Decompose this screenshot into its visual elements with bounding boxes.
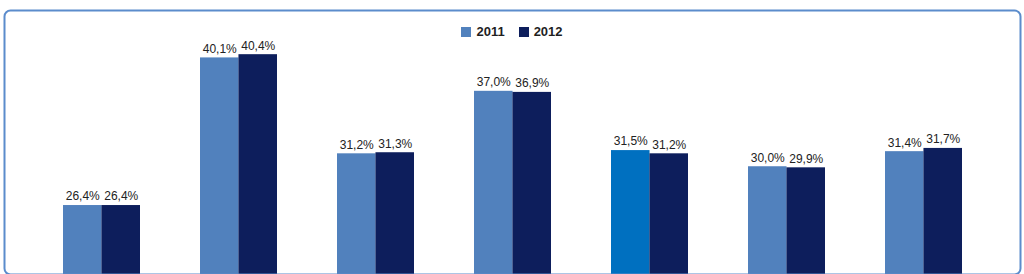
svg-text:31,2%: 31,2%	[652, 138, 686, 152]
svg-text:40,4%: 40,4%	[241, 39, 275, 53]
svg-text:31,4%: 31,4%	[888, 135, 922, 149]
svg-text:31,3%: 31,3%	[378, 137, 412, 151]
svg-text:31,5%: 31,5%	[614, 134, 648, 148]
svg-text:40,1%: 40,1%	[203, 42, 237, 56]
svg-text:26,4%: 26,4%	[104, 189, 138, 203]
svg-text:30,0%: 30,0%	[751, 151, 785, 165]
html-text:2012: 2012	[533, 24, 563, 39]
svg-text:37,0%: 37,0%	[477, 75, 511, 89]
html-text:2011: 2011	[476, 24, 505, 39]
svg-text:29,9%: 29,9%	[789, 152, 823, 166]
svg-text:31,7%: 31,7%	[926, 132, 960, 146]
svg-text:26,4%: 26,4%	[66, 189, 100, 203]
svg-text:31,2%: 31,2%	[340, 138, 374, 152]
svg-text:36,9%: 36,9%	[515, 76, 549, 90]
